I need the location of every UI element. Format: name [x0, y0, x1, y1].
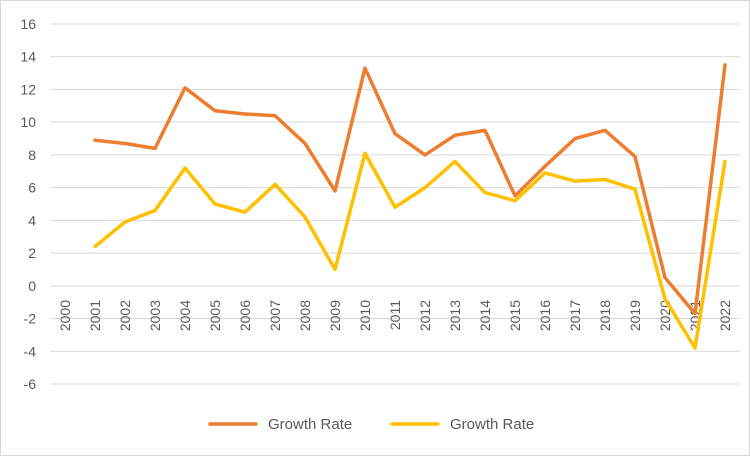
- y-tick-label: 4: [28, 212, 36, 228]
- y-tick-label: 10: [20, 114, 36, 130]
- x-tick-label: 2011: [387, 300, 403, 330]
- y-tick-label: 16: [20, 16, 36, 32]
- x-tick-label: 2016: [537, 300, 553, 331]
- y-tick-label: -2: [24, 311, 37, 327]
- y-tick-label: -4: [24, 343, 37, 359]
- y-tick-label: 0: [28, 278, 36, 294]
- x-tick-label: 2009: [327, 300, 343, 331]
- x-tick-label: 2013: [447, 300, 463, 331]
- y-tick-label: 6: [28, 180, 36, 196]
- series-line-1: [93, 63, 727, 316]
- series-line-2: [93, 151, 727, 350]
- y-tick-label: 12: [20, 81, 36, 97]
- x-tick-label: 2008: [297, 300, 313, 331]
- x-tick-label: 2012: [417, 300, 433, 331]
- x-tick-label: 2022: [717, 300, 733, 331]
- legend: Growth Rate Growth Rate: [208, 416, 534, 433]
- x-tick-label: 2010: [357, 300, 373, 331]
- x-tick-label: 2000: [57, 300, 73, 331]
- x-tick-label: 2014: [477, 300, 493, 331]
- legend-label-1: Growth Rate: [268, 416, 352, 433]
- x-tick-label: 2006: [237, 300, 253, 331]
- y-tick-label: -6: [24, 376, 37, 392]
- x-tick-label: 2003: [147, 300, 163, 331]
- x-tick-label: 2007: [267, 300, 283, 331]
- y-tick-label: 8: [28, 147, 36, 163]
- x-tick-label: 2015: [507, 300, 523, 331]
- y-tick-label: 14: [20, 49, 36, 65]
- y-tick-label: 2: [28, 245, 36, 261]
- x-tick-label: 2002: [117, 300, 133, 331]
- x-tick-label: 2005: [207, 300, 223, 331]
- x-axis-ticks: 2000 2001 2002 2003 2004 2005 2006 2007 2008 2009…: [57, 300, 733, 331]
- y-axis-ticks: 16 14 12 10 8 6 4 2 0 -2 -4 -6: [20, 16, 36, 392]
- series-lines: [93, 63, 727, 350]
- x-tick-label: 2019: [627, 300, 643, 331]
- x-tick-label: 2004: [177, 300, 193, 331]
- x-tick-label: 2018: [597, 300, 613, 331]
- x-tick-label: 2017: [567, 300, 583, 331]
- x-tick-label: 2001: [87, 300, 103, 331]
- x-tick-label: 2020: [657, 300, 673, 331]
- legend-label-2: Growth Rate: [450, 416, 534, 433]
